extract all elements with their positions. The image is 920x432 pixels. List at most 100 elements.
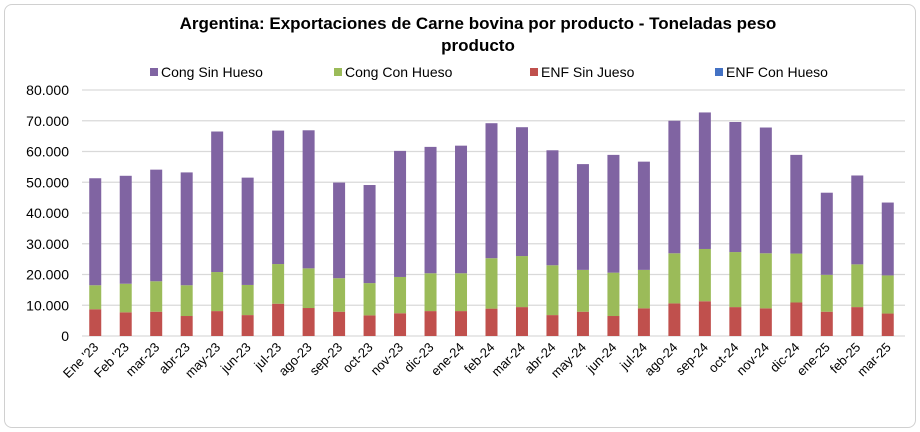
x-tick-label: nov-24 — [733, 340, 772, 379]
bar-cong-con-hueso — [150, 281, 163, 312]
bar-cong-con-hueso — [424, 273, 437, 312]
bars — [89, 112, 894, 336]
chart-title-line-2: producto — [441, 36, 515, 55]
bar-cong-sin-hueso — [272, 130, 285, 265]
bar-enf-sin-jueso — [851, 307, 864, 336]
bar-cong-sin-hueso — [607, 154, 620, 273]
bar-cong-con-hueso — [302, 268, 315, 309]
x-tick-label: mar-24 — [488, 340, 528, 380]
bar-enf-sin-jueso — [333, 311, 346, 336]
bar-cong-sin-hueso — [455, 145, 468, 274]
bar-cong-sin-hueso — [759, 127, 772, 254]
bar-enf-sin-jueso — [729, 307, 742, 336]
bar-cong-con-hueso — [820, 274, 833, 312]
bar-enf-sin-jueso — [790, 302, 803, 336]
bar-cong-sin-hueso — [576, 164, 589, 270]
bar-cong-sin-hueso — [851, 175, 864, 265]
legend-swatch — [530, 68, 538, 76]
bar-enf-sin-jueso — [302, 308, 315, 336]
bar-enf-sin-jueso — [363, 315, 376, 336]
bar-cong-sin-hueso — [424, 146, 437, 274]
bar-enf-sin-jueso — [607, 316, 620, 336]
legend-swatch — [150, 68, 158, 76]
bar-cong-sin-hueso — [89, 178, 102, 286]
bar-cong-con-hueso — [180, 285, 193, 317]
legend-label: Cong Con Hueso — [345, 64, 453, 80]
bar-enf-sin-jueso — [394, 313, 407, 336]
bar-enf-sin-jueso — [759, 308, 772, 336]
x-tick-label: ene-24 — [428, 340, 467, 379]
y-tick-label: 10.000 — [26, 297, 69, 313]
bar-cong-con-hueso — [333, 278, 346, 312]
x-tick-label: jun-24 — [583, 340, 620, 377]
bar-enf-sin-jueso — [180, 316, 193, 336]
bar-cong-con-hueso — [759, 253, 772, 309]
bar-cong-con-hueso — [729, 252, 742, 308]
bar-cong-sin-hueso — [820, 192, 833, 275]
bar-cong-con-hueso — [851, 264, 864, 308]
bar-enf-sin-jueso — [698, 301, 711, 336]
bar-enf-sin-jueso — [241, 315, 254, 336]
bar-cong-con-hueso — [668, 253, 681, 304]
bar-cong-sin-hueso — [302, 130, 315, 269]
bar-enf-sin-jueso — [515, 307, 528, 336]
bar-enf-sin-jueso — [89, 309, 102, 336]
x-tick-label: jun-23 — [217, 340, 254, 377]
bar-cong-sin-hueso — [180, 172, 193, 286]
y-tick-label: 0 — [61, 328, 69, 344]
bar-cong-sin-hueso — [881, 202, 894, 276]
bar-cong-con-hueso — [576, 269, 589, 312]
bar-cong-con-hueso — [241, 284, 254, 316]
bar-cong-sin-hueso — [698, 112, 711, 249]
x-tick-label: ene-25 — [794, 340, 833, 379]
bar-cong-con-hueso — [637, 269, 650, 309]
bar-cong-sin-hueso — [150, 169, 163, 282]
legend-label: ENF Con Hueso — [726, 64, 828, 80]
bar-cong-sin-hueso — [211, 131, 224, 273]
bar-cong-sin-hueso — [546, 150, 559, 266]
bar-cong-con-hueso — [515, 256, 528, 308]
bar-cong-sin-hueso — [119, 175, 132, 284]
bar-enf-sin-jueso — [211, 311, 224, 336]
bar-cong-sin-hueso — [637, 161, 650, 270]
bar-cong-con-hueso — [881, 275, 894, 314]
legend-swatch — [334, 68, 342, 76]
chart-title-line-1: Argentina: Exportaciones de Carne bovina… — [180, 14, 777, 33]
bar-cong-con-hueso — [485, 258, 498, 309]
x-tick-label: ago-23 — [275, 340, 314, 379]
bar-cong-sin-hueso — [729, 121, 742, 253]
x-tick-label: sep-24 — [672, 340, 711, 379]
chart-frame — [4, 4, 916, 428]
y-tick-label: 60.000 — [26, 144, 69, 160]
legend-label: ENF Sin Jueso — [541, 64, 635, 80]
bar-cong-sin-hueso — [515, 127, 528, 257]
bar-enf-sin-jueso — [485, 308, 498, 336]
x-tick-label: Feb '23 — [91, 340, 132, 381]
y-tick-label: 40.000 — [26, 205, 69, 221]
bar-cong-con-hueso — [211, 272, 224, 312]
bar-cong-con-hueso — [790, 253, 803, 303]
legend-label: Cong Sin Hueso — [161, 64, 263, 80]
legend-swatch — [715, 68, 723, 76]
bar-cong-con-hueso — [272, 264, 285, 304]
bar-enf-sin-jueso — [424, 311, 437, 336]
bar-enf-sin-jueso — [272, 303, 285, 336]
bar-cong-con-hueso — [394, 276, 407, 314]
y-tick-label: 50.000 — [26, 174, 69, 190]
x-tick-label: sep-23 — [306, 340, 345, 379]
y-tick-label: 30.000 — [26, 236, 69, 252]
x-tick-label: ago-24 — [641, 340, 680, 379]
bar-enf-sin-jueso — [820, 311, 833, 336]
bar-cong-con-hueso — [607, 272, 620, 317]
bar-cong-sin-hueso — [668, 120, 681, 254]
bar-cong-sin-hueso — [790, 154, 803, 254]
bar-cong-con-hueso — [89, 285, 102, 310]
bar-cong-con-hueso — [698, 248, 711, 302]
bar-cong-sin-hueso — [394, 150, 407, 277]
y-tick-label: 80.000 — [26, 82, 69, 98]
bar-cong-con-hueso — [119, 283, 132, 313]
x-tick-label: mar-25 — [854, 340, 894, 380]
bar-enf-sin-jueso — [576, 311, 589, 336]
